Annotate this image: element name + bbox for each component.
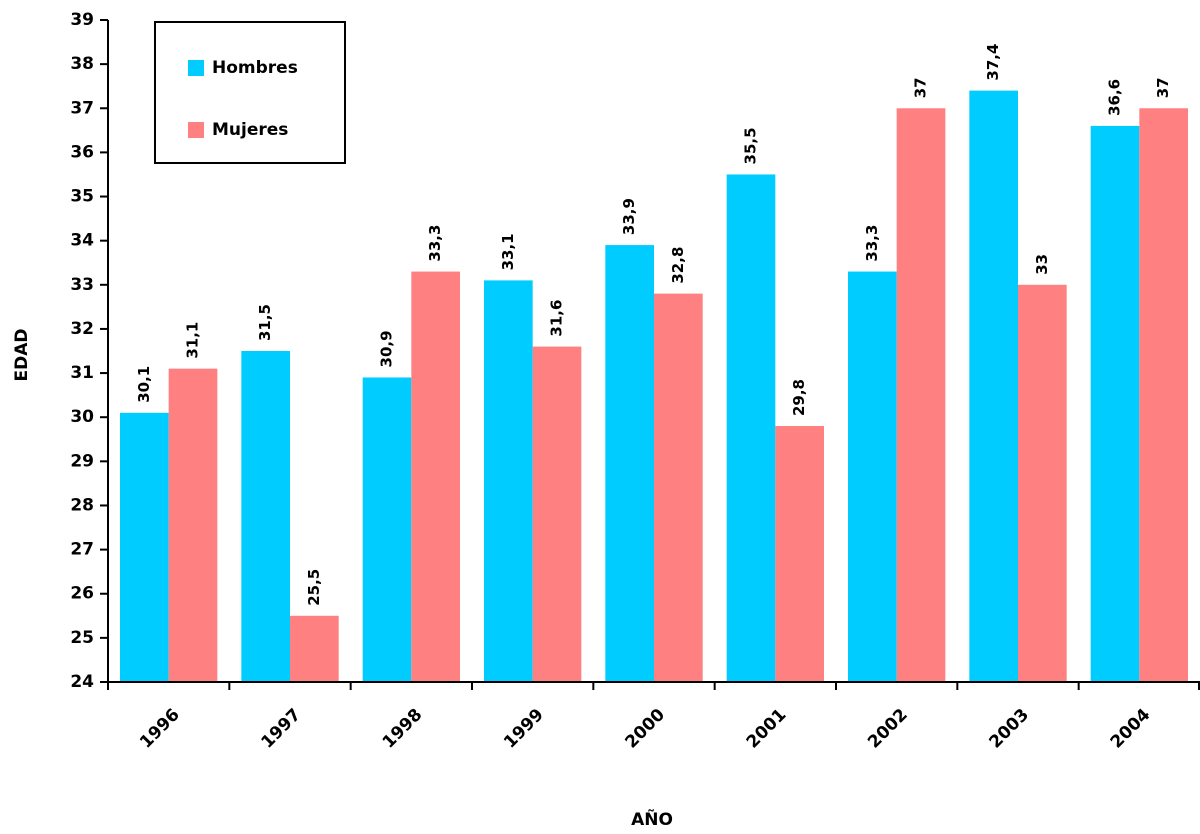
- value-label: 30,9: [378, 330, 396, 367]
- bar: [775, 426, 824, 682]
- y-tick-label: 35: [70, 187, 94, 207]
- value-label: 35,5: [742, 127, 760, 164]
- bar: [168, 368, 218, 682]
- bar: [896, 108, 946, 683]
- bar: [726, 174, 776, 682]
- y-tick-label: 31: [70, 363, 94, 383]
- value-label: 32,8: [669, 247, 687, 284]
- x-tick-label: 2001: [743, 705, 791, 753]
- y-tick-label: 29: [70, 451, 94, 471]
- bar: [484, 280, 533, 682]
- bar: [120, 412, 169, 682]
- bar: [290, 615, 339, 682]
- y-tick-label: 28: [70, 495, 94, 515]
- bar: [848, 271, 897, 682]
- legend-box: [154, 21, 346, 164]
- bar: [1139, 108, 1188, 683]
- y-tick-label: 26: [70, 584, 94, 604]
- value-label: 25,5: [305, 569, 323, 606]
- value-label: 36,6: [1106, 79, 1124, 116]
- x-tick-label: 2000: [621, 705, 669, 753]
- bar: [1018, 284, 1067, 682]
- y-tick-label: 33: [70, 275, 94, 295]
- legend-label: Mujeres: [212, 120, 288, 140]
- y-tick-label: 39: [70, 10, 94, 30]
- bar: [532, 346, 582, 682]
- value-label: 31,1: [184, 322, 202, 359]
- y-axis-title: EDAD: [12, 329, 32, 382]
- value-label: 33,3: [426, 225, 444, 262]
- y-tick-label: 37: [70, 98, 94, 118]
- value-label: 37: [912, 77, 930, 98]
- y-tick-label: 38: [70, 54, 94, 74]
- value-label: 37: [1154, 77, 1172, 98]
- bar: [411, 271, 460, 682]
- y-tick-label: 25: [70, 628, 94, 648]
- value-label: 33: [1033, 254, 1051, 275]
- y-tick-label: 30: [70, 407, 94, 427]
- value-label: 37,4: [984, 44, 1002, 81]
- value-label: 30,1: [135, 366, 153, 403]
- y-tick-label: 36: [70, 142, 94, 162]
- x-axis-title: AÑO: [631, 807, 673, 830]
- value-label: 33,9: [620, 198, 638, 235]
- bar: [1090, 125, 1140, 683]
- y-tick-label: 34: [70, 231, 94, 251]
- bar: [605, 245, 654, 682]
- value-label: 29,8: [790, 379, 808, 416]
- value-label: 31,6: [548, 300, 566, 337]
- bar: [362, 377, 412, 682]
- value-label: 31,5: [256, 304, 274, 341]
- value-label: 33,1: [499, 233, 517, 270]
- value-label: 33,3: [863, 225, 881, 262]
- y-tick-label: 24: [70, 672, 94, 692]
- x-tick-label: 1996: [136, 705, 184, 753]
- x-tick-label: 2004: [1107, 705, 1155, 753]
- x-tick-label: 2002: [864, 705, 912, 753]
- legend-label: Hombres: [212, 58, 298, 78]
- bar: [241, 351, 290, 682]
- legend-swatch: [188, 60, 204, 76]
- legend-swatch: [188, 122, 204, 138]
- x-tick-label: 1997: [257, 705, 305, 753]
- x-tick-label: 1999: [500, 705, 548, 753]
- bar: [654, 293, 703, 682]
- y-tick-label: 32: [70, 319, 94, 339]
- x-tick-label: 2003: [985, 705, 1033, 753]
- bar: [969, 90, 1018, 682]
- y-tick-label: 27: [70, 540, 94, 560]
- x-tick-label: 1998: [379, 705, 427, 753]
